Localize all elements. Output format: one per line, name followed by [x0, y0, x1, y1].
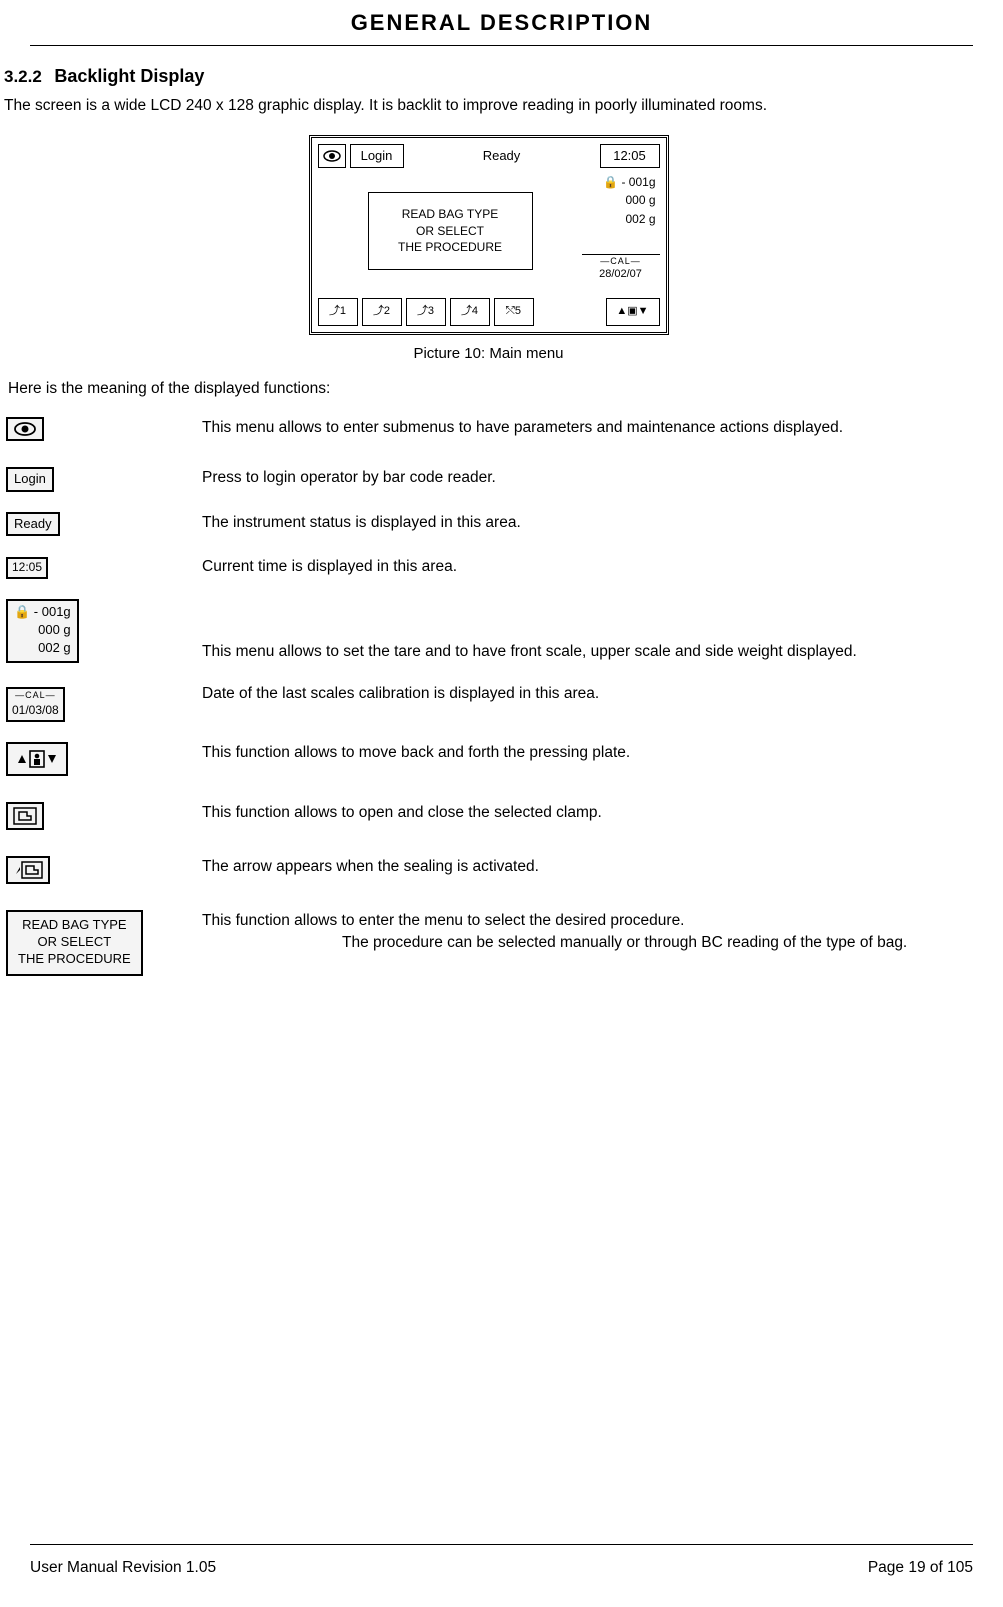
section-number: 3.2.2	[4, 67, 42, 86]
lcd-cal-label: —CAL—	[582, 255, 660, 268]
main-menu-figure: Login Ready 12:05 READ BAG TYPE OR SELEC…	[4, 135, 973, 364]
footer: User Manual Revision 1.05 Page 19 of 105	[30, 1544, 973, 1579]
lcd-frame: Login Ready 12:05 READ BAG TYPE OR SELEC…	[309, 135, 669, 335]
def-clamp-text: This function allows to open and close t…	[202, 802, 973, 824]
lcd-status: Ready	[408, 144, 596, 168]
lcd-prompt-l3: THE PROCEDURE	[398, 239, 502, 255]
def-clamp-arrow-text: The arrow appears when the sealing is ac…	[202, 856, 973, 878]
weights-icon: 🔒 - 001g 000 g 002 g	[6, 599, 79, 663]
def-ready-text: The instrument status is displayed in th…	[202, 512, 973, 534]
weights-l3: 002 g	[14, 640, 71, 656]
def-login-text: Press to login operator by bar code read…	[202, 467, 973, 489]
def-weights-text: This menu allows to set the tare and to …	[202, 641, 973, 663]
readbag-l2: OR SELECT	[18, 934, 131, 950]
lcd-center-prompt: READ BAG TYPE OR SELECT THE PROCEDURE	[368, 192, 533, 270]
page-header: GENERAL DESCRIPTION	[30, 0, 973, 46]
cal-date: 01/03/08	[12, 703, 59, 718]
lcd-cal: —CAL— 28/02/07	[582, 254, 660, 283]
clamp-arrow-icon	[6, 856, 50, 884]
ready-icon: Ready	[6, 512, 60, 536]
def-clamp: This function allows to open and close t…	[4, 802, 973, 836]
lcd-btn1: ⤴1	[318, 298, 358, 326]
lcd-btn5: ⤲5	[494, 298, 534, 326]
figure-caption: Picture 10: Main menu	[4, 343, 973, 364]
lead-text: Here is the meaning of the displayed fun…	[8, 378, 973, 400]
def-readbag-text2: The procedure can be selected manually o…	[202, 932, 973, 954]
lcd-login: Login	[350, 144, 404, 168]
def-eye: This menu allows to enter submenus to ha…	[4, 417, 973, 447]
lcd-btn3: ⤴3	[406, 298, 446, 326]
def-time-text: Current time is displayed in this area.	[202, 556, 973, 578]
def-readbag-text1: This function allows to enter the menu t…	[202, 910, 973, 932]
readbag-l3: THE PROCEDURE	[18, 951, 131, 967]
lcd-prompt-l2: OR SELECT	[416, 223, 484, 239]
lcd-weight2: 000 g	[582, 192, 660, 209]
def-clamp-arrow: The arrow appears when the sealing is ac…	[4, 856, 973, 890]
lcd-time: 12:05	[600, 144, 660, 168]
cal-icon: —CAL— 01/03/08	[6, 687, 65, 722]
press-icon	[6, 742, 68, 776]
lcd-prompt-l1: READ BAG TYPE	[402, 206, 498, 222]
def-weights: 🔒 - 001g 000 g 002 g This menu allows to…	[4, 599, 973, 663]
lcd-weight3: 002 g	[582, 211, 660, 228]
readbag-icon: READ BAG TYPE OR SELECT THE PROCEDURE	[6, 910, 143, 976]
time-icon: 12:05	[6, 557, 48, 579]
footer-left: User Manual Revision 1.05	[30, 1557, 216, 1579]
def-eye-text: This menu allows to enter submenus to ha…	[202, 417, 973, 439]
login-icon: Login	[6, 467, 54, 491]
def-ready: Ready The instrument status is displayed…	[4, 512, 973, 536]
clamp-icon	[6, 802, 44, 830]
weights-l2: 000 g	[14, 622, 71, 638]
def-cal: —CAL— 01/03/08 Date of the last scales c…	[4, 683, 973, 722]
def-press: This function allows to move back and fo…	[4, 742, 973, 782]
lcd-weight1: 🔒 - 001g	[582, 174, 660, 191]
lcd-press: ▲▣▼	[606, 298, 660, 326]
cal-top: —CAL—	[12, 690, 59, 701]
intro-text: The screen is a wide LCD 240 x 128 graph…	[4, 95, 973, 117]
lcd-btn4: ⤴4	[450, 298, 490, 326]
lcd-bottom-row: ⤴1 ⤴2 ⤴3 ⤴4 ⤲5 ▲▣▼	[318, 298, 660, 326]
readbag-l1: READ BAG TYPE	[18, 917, 131, 933]
def-login: Login Press to login operator by bar cod…	[4, 467, 973, 491]
def-cal-text: Date of the last scales calibration is d…	[202, 683, 973, 705]
lcd-cal-date: 28/02/07	[582, 267, 660, 282]
def-time: 12:05 Current time is displayed in this …	[4, 556, 973, 579]
lcd-btn2: ⤴2	[362, 298, 402, 326]
section-title: Backlight Display	[54, 66, 204, 86]
lcd-eye-icon	[318, 144, 346, 168]
weights-l1: 🔒 - 001g	[14, 604, 71, 620]
eye-icon	[6, 417, 44, 441]
footer-right: Page 19 of 105	[868, 1557, 973, 1579]
content: 3.2.2 Backlight Display The screen is a …	[0, 64, 1003, 976]
def-readbag: READ BAG TYPE OR SELECT THE PROCEDURE Th…	[4, 910, 973, 976]
def-press-text: This function allows to move back and fo…	[202, 742, 973, 764]
lcd-weights: 🔒 - 001g 000 g 002 g	[582, 174, 660, 228]
